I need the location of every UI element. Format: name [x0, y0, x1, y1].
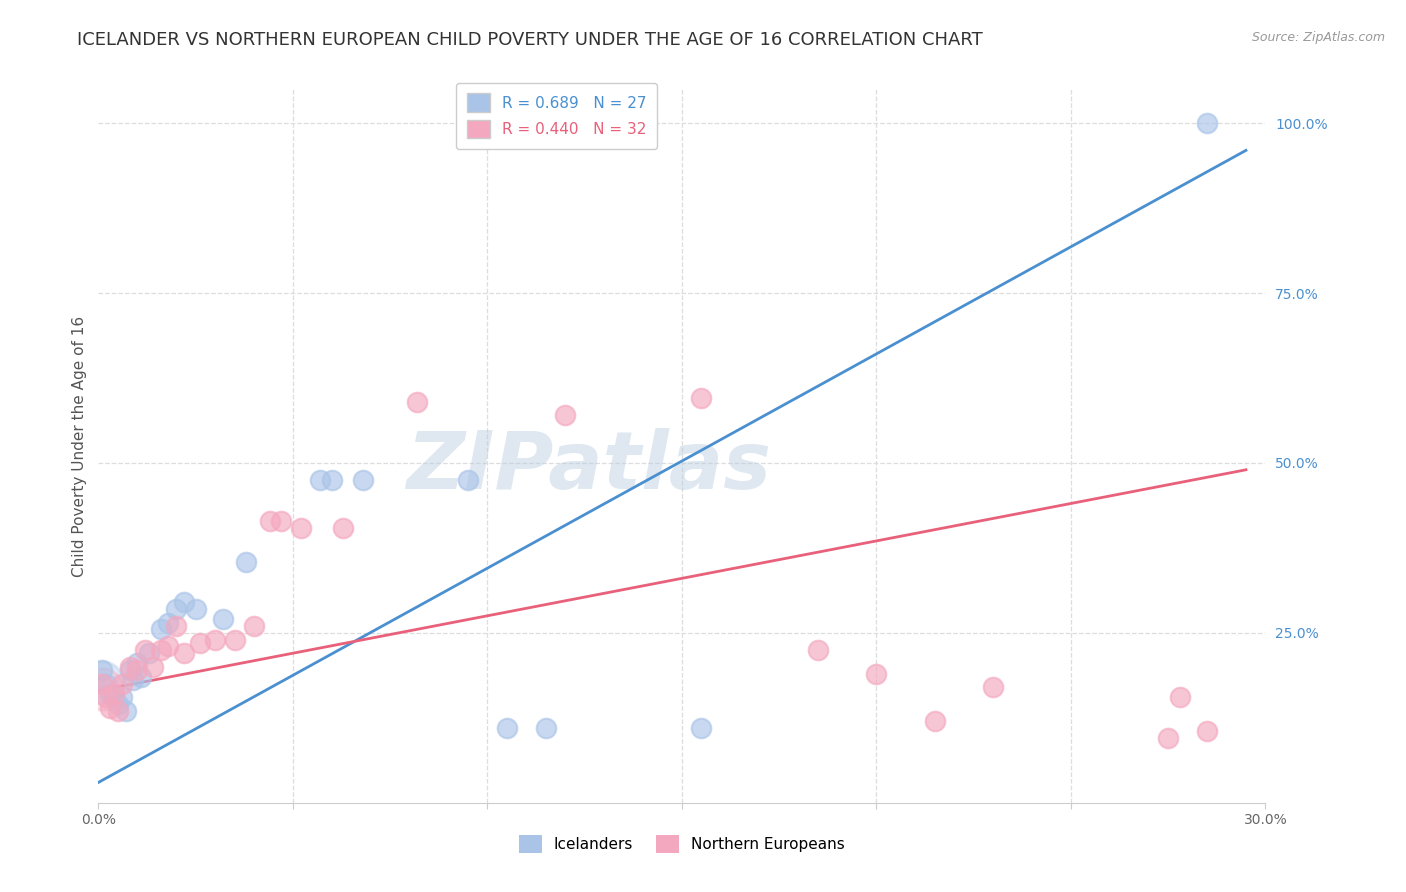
Point — [91, 674, 114, 689]
Point — [111, 690, 134, 705]
Point — [184, 602, 207, 616]
Point — [149, 643, 172, 657]
Point — [204, 632, 226, 647]
Point — [114, 704, 136, 718]
Point — [173, 595, 195, 609]
Point — [91, 663, 114, 677]
Point — [321, 473, 343, 487]
Point — [807, 643, 830, 657]
Point — [103, 687, 125, 701]
Point — [127, 663, 149, 677]
Point — [924, 714, 946, 729]
Point — [352, 473, 374, 487]
Point — [309, 473, 332, 487]
Point — [138, 646, 160, 660]
Point — [91, 677, 114, 691]
Point — [98, 700, 121, 714]
Point — [1168, 690, 1191, 705]
Point — [127, 657, 149, 671]
Y-axis label: Child Poverty Under the Age of 16: Child Poverty Under the Age of 16 — [72, 316, 87, 576]
Point — [96, 690, 118, 705]
Point — [332, 520, 354, 534]
Point — [224, 632, 246, 647]
Point — [1157, 731, 1180, 746]
Point — [118, 660, 141, 674]
Point — [96, 677, 118, 691]
Point — [270, 514, 292, 528]
Point — [243, 619, 266, 633]
Point — [129, 670, 152, 684]
Point — [534, 721, 557, 735]
Point — [134, 643, 156, 657]
Legend: Icelanders, Northern Europeans: Icelanders, Northern Europeans — [513, 829, 851, 859]
Text: Source: ZipAtlas.com: Source: ZipAtlas.com — [1251, 31, 1385, 45]
Point — [496, 721, 519, 735]
Point — [259, 514, 281, 528]
Point — [103, 690, 125, 705]
Point — [690, 392, 713, 406]
Point — [690, 721, 713, 735]
Point — [107, 704, 129, 718]
Point — [865, 666, 887, 681]
Point — [157, 640, 180, 654]
Point — [142, 660, 165, 674]
Text: ICELANDER VS NORTHERN EUROPEAN CHILD POVERTY UNDER THE AGE OF 16 CORRELATION CHA: ICELANDER VS NORTHERN EUROPEAN CHILD POV… — [77, 31, 983, 49]
Point — [290, 520, 312, 534]
Point — [149, 623, 172, 637]
Point — [111, 677, 134, 691]
Point — [188, 636, 211, 650]
Point — [173, 646, 195, 660]
Text: ZIPatlas: ZIPatlas — [406, 428, 770, 507]
Point — [165, 619, 187, 633]
Point — [122, 673, 145, 688]
Point — [118, 663, 141, 677]
Point — [981, 680, 1004, 694]
Point — [91, 681, 114, 696]
Point — [157, 615, 180, 630]
Point — [406, 394, 429, 409]
Point — [165, 602, 187, 616]
Point — [98, 687, 121, 701]
Point — [212, 612, 235, 626]
Point — [107, 698, 129, 712]
Point — [554, 409, 576, 423]
Point — [235, 555, 257, 569]
Point — [1195, 116, 1218, 130]
Point — [1195, 724, 1218, 739]
Point — [457, 473, 479, 487]
